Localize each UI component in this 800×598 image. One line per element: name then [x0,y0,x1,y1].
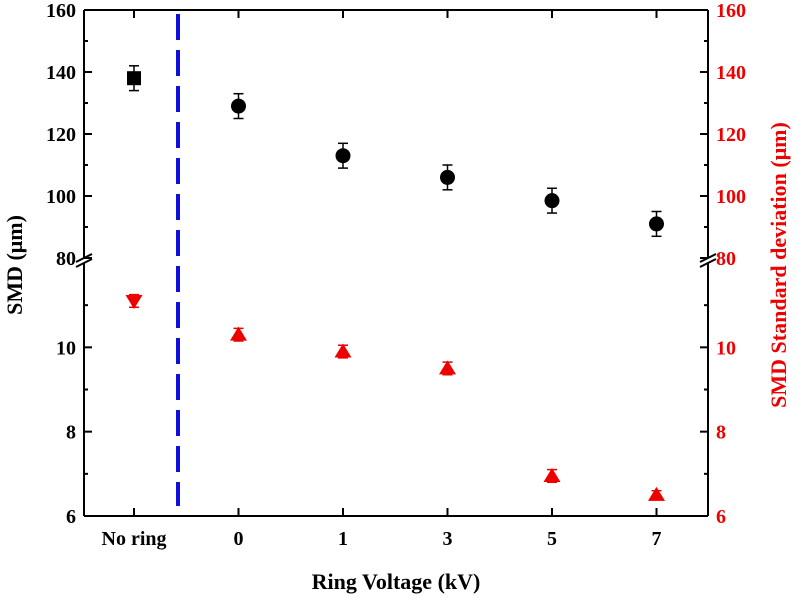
x-tick-label: 3 [443,528,453,550]
right-y-tick-label: 160 [716,0,746,22]
x-tick-label: No ring [102,528,167,550]
smd-std-1-point [334,343,352,358]
x-axis-title: Ring Voltage (kV) [312,569,481,594]
left-y-tick-label: 160 [46,0,76,22]
smd-std-3-point [439,360,456,375]
left-y-tick-label: 100 [46,186,76,208]
right-y-tick-label: 120 [716,124,746,146]
smd-0-point [231,98,246,114]
right-y-tick-label: 100 [716,186,746,208]
right-y-tick-label: 140 [716,62,746,84]
left-y-tick-label: 140 [46,62,76,84]
smd-no-ring-point [127,71,141,86]
x-tick-label: 5 [547,528,557,550]
right-y-tick-label: 10 [716,337,736,359]
left-y-axis-title: SMD (μm) [2,215,27,315]
right-axis-break-mark-2 [699,258,717,268]
left-y-tick-label: 120 [46,124,76,146]
x-tick-label: 1 [338,528,348,550]
right-y-tick-label: 80 [716,248,736,270]
left-y-tick-label: 10 [56,337,76,359]
smd-std-5-point [543,467,561,482]
smd-std-0-point [230,326,247,341]
left-y-tick-label: 8 [66,422,76,444]
left-y-tick-label: 80 [56,248,76,270]
marks-layer [125,65,665,501]
plot-frame-layer [75,9,717,517]
x-tick-label: 0 [234,528,244,550]
right-y-tick-label: 8 [716,422,726,444]
smd-7-point [649,216,664,232]
text-layer: Ring Voltage (kV) SMD (μm) SMD Standard … [2,0,791,594]
right-y-tick-label: 6 [716,506,726,528]
left-axis-break-mark-2 [75,258,93,268]
smd-std-7-point [648,486,665,501]
x-tick-label: 7 [652,528,662,550]
smd-1-point [335,148,351,164]
smd-5-point [544,193,560,209]
smd-std-no-ring-point [125,294,143,309]
left-y-tick-label: 6 [66,506,76,528]
tick-layer [84,9,708,517]
right-y-axis-title: SMD Standard deviation (μm) [766,122,791,408]
smd-3-point [440,169,455,185]
